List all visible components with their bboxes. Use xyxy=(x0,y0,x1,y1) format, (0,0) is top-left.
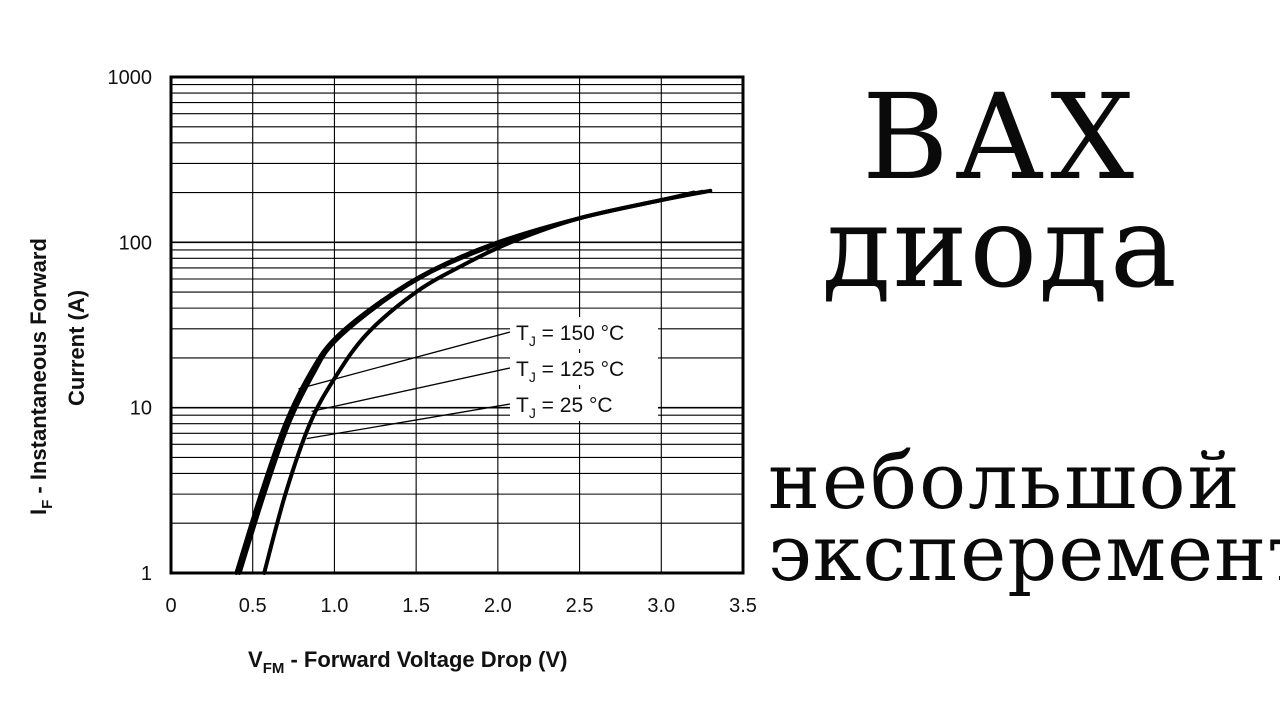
y-tick-label: 10 xyxy=(130,398,152,420)
legend-leader-line xyxy=(298,331,511,390)
legend-label-background xyxy=(510,317,658,349)
iv-chart: TJ = 150 °C TJ = 125 °C TJ = 25 °C 0 0.5 1.0… xyxy=(26,67,757,677)
legend-label-series-2: TJ = 125 °C xyxy=(516,358,624,385)
legend-leader-lines xyxy=(298,331,511,440)
headline-line-4: эксперемент xyxy=(768,509,1280,599)
y-tick-label: 1000 xyxy=(108,67,153,89)
y-tick-label: 100 xyxy=(119,232,152,254)
legend-label-series-1: TJ = 150 °C xyxy=(516,322,624,349)
y-axis-title-line1: IF - Instantaneous Forward xyxy=(26,238,56,515)
x-tick-label: 1.5 xyxy=(402,595,430,617)
x-tick-label: 2.0 xyxy=(484,595,512,617)
chart-tick-labels: 0 0.5 1.0 1.5 2.0 2.5 3.0 3.5 1 10 100 1000 xyxy=(108,67,757,617)
chart-grid xyxy=(169,75,745,575)
chart-legend: TJ = 150 °C TJ = 125 °C TJ = 25 °C xyxy=(510,317,658,421)
x-tick-label: 0 xyxy=(165,595,176,617)
x-tick-label: 0.5 xyxy=(239,595,267,617)
chart-curves xyxy=(234,188,713,575)
legend-label-series-3: TJ = 25 °C xyxy=(516,394,613,421)
legend-label-background xyxy=(510,389,658,421)
y-tick-label: 1 xyxy=(141,563,152,585)
x-tick-label: 1.0 xyxy=(321,595,349,617)
headline-line-3: небольшой xyxy=(768,437,1242,527)
x-axis-title: VFM - Forward Voltage Drop (V) xyxy=(248,647,568,677)
x-tick-label: 3.0 xyxy=(647,595,675,617)
legend-leader-line xyxy=(306,403,511,440)
headline-line-2: диода xyxy=(822,183,1179,313)
legend-leader-line xyxy=(311,367,511,412)
x-tick-label: 3.5 xyxy=(729,595,757,617)
plot-frame xyxy=(169,75,745,575)
y-axis-title-line2: Current (A) xyxy=(64,290,89,406)
legend-label-background xyxy=(510,353,658,385)
curve-series-3 xyxy=(262,188,713,575)
x-tick-label: 2.5 xyxy=(566,595,594,617)
headline-line-1: ВАХ xyxy=(862,68,1141,206)
